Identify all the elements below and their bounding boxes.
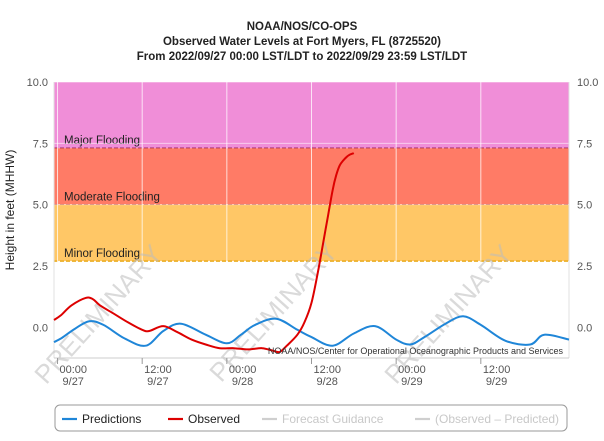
data-credit: NOAA/NOS/Center for Operational Oceanogr… bbox=[268, 346, 564, 356]
y-tick-label-right: 5.0 bbox=[577, 200, 592, 212]
x-tick-date: 9/27 bbox=[63, 376, 84, 388]
legend-box bbox=[54, 404, 568, 432]
x-tick-date: 9/29 bbox=[401, 376, 422, 388]
y-tick-label-right: 7.5 bbox=[577, 138, 592, 150]
y-tick-label-left: 10.0 bbox=[27, 77, 48, 89]
x-tick-date: 9/28 bbox=[317, 376, 338, 388]
y-tick-label-left: 7.5 bbox=[33, 138, 48, 150]
legend-label: Predictions bbox=[82, 412, 141, 426]
grid-lines bbox=[53, 81, 570, 358]
chart-title-line-3: From 2022/09/27 00:00 LST/LDT to 2022/09… bbox=[137, 51, 467, 63]
y-tick-label-left: 5.0 bbox=[33, 200, 48, 212]
x-tick-date: 9/27 bbox=[147, 376, 168, 388]
y-axis-label: Height in feet (MHHW) bbox=[3, 150, 17, 271]
chart-titles: NOAA/NOS/CO-OPS Observed Water Levels at… bbox=[137, 21, 467, 63]
x-tick-time: 00:00 bbox=[60, 364, 88, 376]
legend-label: Observed bbox=[188, 412, 240, 426]
data-series bbox=[53, 152, 570, 354]
x-tick-time: 12:00 bbox=[314, 364, 342, 376]
flood-band-label: Major Flooding bbox=[64, 135, 140, 147]
x-axis: 00:009/2712:009/2700:009/2812:009/2800:0… bbox=[54, 357, 569, 388]
x-tick-date: 9/29 bbox=[486, 376, 507, 388]
chart-title-line-2: Observed Water Levels at Fort Myers, FL … bbox=[163, 36, 441, 48]
y-tick-label-right: 0.0 bbox=[577, 322, 592, 334]
legend-label: Forecast Guidance bbox=[282, 412, 384, 426]
legend-label: (Observed – Predicted) bbox=[435, 412, 559, 426]
flood-band-label: Minor Flooding bbox=[64, 248, 140, 260]
observed-line bbox=[53, 152, 355, 354]
y-tick-label-left: 0.0 bbox=[33, 322, 48, 334]
x-tick-time: 12:00 bbox=[144, 364, 172, 376]
y-tick-label-left: 2.5 bbox=[33, 261, 48, 273]
flood-band-label: Moderate Flooding bbox=[64, 192, 160, 204]
x-tick-time: 00:00 bbox=[398, 364, 426, 376]
x-tick-time: 00:00 bbox=[229, 364, 257, 376]
legend: Predictions Observed Forecast Guidance (Obs… bbox=[54, 404, 568, 432]
chart-title-line-1: NOAA/NOS/CO-OPS bbox=[247, 21, 358, 33]
x-tick-date: 9/28 bbox=[232, 376, 253, 388]
y-axis: 10.0 10.0 7.5 7.5 5.0 5.0 2.5 2.5 0.0 0.0 bbox=[27, 77, 599, 334]
y-tick-label-right: 10.0 bbox=[577, 77, 598, 89]
x-tick-time: 12:00 bbox=[483, 364, 511, 376]
predictions-line bbox=[53, 315, 570, 347]
y-tick-label-right: 2.5 bbox=[577, 261, 592, 273]
